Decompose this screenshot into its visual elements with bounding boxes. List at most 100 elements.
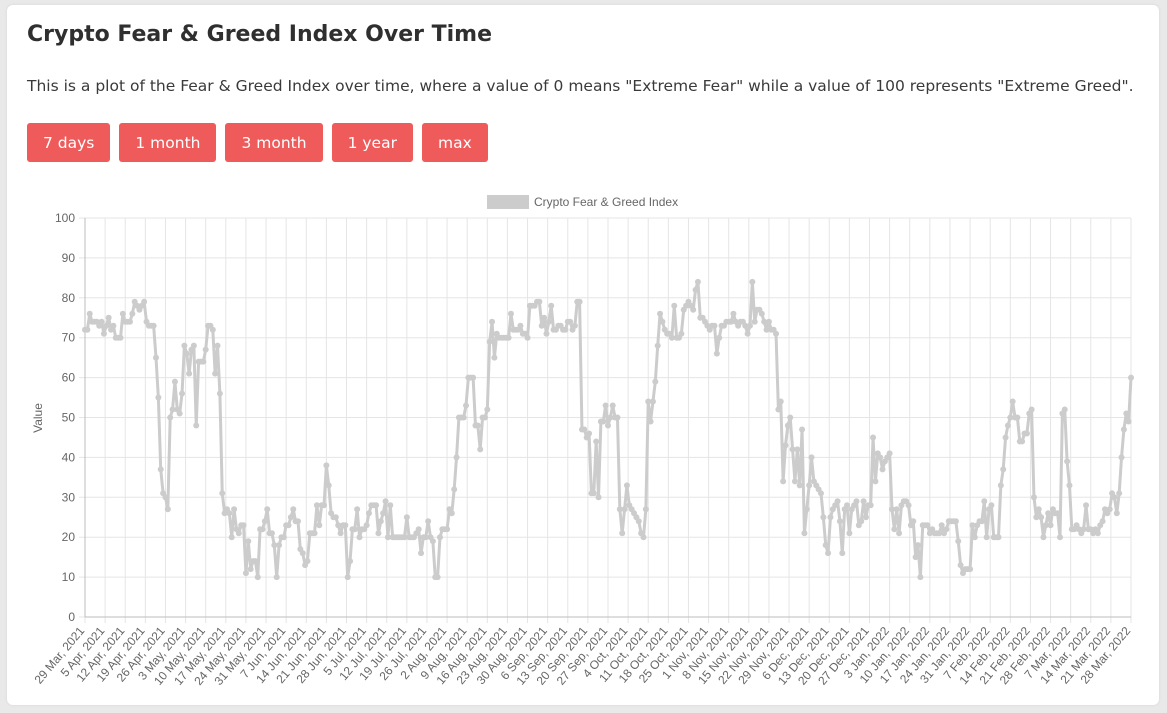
data-point[interactable] — [782, 442, 789, 449]
data-point[interactable] — [751, 318, 758, 325]
data-point[interactable] — [150, 322, 157, 329]
data-point[interactable] — [171, 378, 178, 385]
data-point[interactable] — [1118, 454, 1125, 461]
data-point[interactable] — [784, 422, 791, 429]
data-point[interactable] — [373, 502, 380, 509]
data-point[interactable] — [261, 518, 268, 525]
data-point[interactable] — [155, 394, 162, 401]
data-point[interactable] — [489, 318, 496, 325]
data-point[interactable] — [635, 518, 642, 525]
data-point[interactable] — [429, 538, 436, 545]
data-point[interactable] — [1125, 418, 1132, 425]
data-point[interactable] — [773, 330, 780, 337]
data-point[interactable] — [728, 318, 735, 325]
data-point[interactable] — [581, 426, 588, 433]
data-point[interactable] — [967, 566, 974, 573]
data-point[interactable] — [212, 370, 219, 377]
data-point[interactable] — [825, 550, 832, 557]
range-1-month-button[interactable]: 1 month — [119, 123, 217, 162]
data-point[interactable] — [285, 522, 292, 529]
data-point[interactable] — [995, 534, 1002, 541]
data-point[interactable] — [477, 446, 484, 453]
data-point[interactable] — [351, 526, 358, 533]
data-point[interactable] — [548, 302, 555, 309]
data-point[interactable] — [647, 418, 654, 425]
data-point[interactable] — [186, 370, 193, 377]
data-point[interactable] — [808, 454, 815, 461]
data-point[interactable] — [311, 530, 318, 537]
data-point[interactable] — [337, 530, 344, 537]
data-point[interactable] — [1045, 510, 1052, 517]
data-point[interactable] — [481, 414, 488, 421]
data-point[interactable] — [1009, 398, 1016, 405]
data-point[interactable] — [744, 330, 751, 337]
data-point[interactable] — [299, 550, 306, 557]
data-point[interactable] — [730, 310, 737, 317]
data-point[interactable] — [505, 334, 512, 341]
data-point[interactable] — [84, 326, 91, 333]
data-point[interactable] — [216, 390, 223, 397]
data-point[interactable] — [846, 530, 853, 537]
data-point[interactable] — [806, 482, 813, 489]
data-point[interactable] — [129, 310, 136, 317]
data-point[interactable] — [780, 478, 787, 485]
data-point[interactable] — [335, 522, 342, 529]
data-point[interactable] — [905, 502, 912, 509]
data-point[interactable] — [590, 490, 597, 497]
data-point[interactable] — [401, 534, 408, 541]
data-point[interactable] — [387, 502, 394, 509]
data-point[interactable] — [356, 534, 363, 541]
data-point[interactable] — [304, 558, 311, 565]
data-point[interactable] — [245, 538, 252, 545]
data-point[interactable] — [827, 514, 834, 521]
data-point[interactable] — [605, 422, 611, 429]
data-point[interactable] — [451, 486, 458, 493]
data-point[interactable] — [803, 506, 810, 513]
data-point[interactable] — [273, 574, 280, 581]
data-point[interactable] — [609, 402, 616, 409]
data-point[interactable] — [252, 558, 259, 565]
data-point[interactable] — [105, 314, 112, 321]
data-point[interactable] — [153, 354, 159, 361]
data-point[interactable] — [363, 522, 370, 529]
data-point[interactable] — [1064, 458, 1071, 465]
data-point[interactable] — [141, 298, 148, 305]
data-point[interactable] — [176, 410, 183, 417]
data-point[interactable] — [541, 314, 548, 321]
data-point[interactable] — [436, 534, 443, 541]
data-point[interactable] — [690, 306, 697, 313]
data-point[interactable] — [1094, 530, 1101, 537]
data-point[interactable] — [226, 510, 233, 517]
data-point[interactable] — [649, 398, 656, 405]
data-point[interactable] — [716, 334, 723, 341]
data-point[interactable] — [316, 522, 323, 529]
data-point[interactable] — [347, 558, 354, 565]
data-point[interactable] — [775, 406, 782, 413]
data-point[interactable] — [98, 318, 105, 325]
data-point[interactable] — [834, 498, 841, 505]
data-point[interactable] — [799, 426, 806, 433]
data-point[interactable] — [375, 530, 382, 537]
data-point[interactable] — [621, 506, 628, 513]
data-point[interactable] — [619, 530, 626, 537]
data-point[interactable] — [491, 354, 498, 361]
data-point[interactable] — [623, 482, 630, 489]
data-point[interactable] — [536, 298, 543, 305]
data-point[interactable] — [642, 506, 649, 513]
data-point[interactable] — [917, 574, 924, 581]
data-point[interactable] — [1128, 374, 1134, 381]
range-3-month-button[interactable]: 3 month — [225, 123, 323, 162]
data-point[interactable] — [692, 286, 699, 293]
data-point[interactable] — [668, 334, 675, 341]
data-point[interactable] — [562, 326, 569, 333]
data-point[interactable] — [100, 330, 107, 337]
data-point[interactable] — [382, 498, 389, 505]
data-point[interactable] — [231, 506, 238, 513]
data-point[interactable] — [671, 302, 678, 309]
data-point[interactable] — [891, 526, 898, 533]
data-point[interactable] — [418, 550, 425, 557]
data-point[interactable] — [896, 530, 903, 537]
data-point[interactable] — [1033, 514, 1040, 521]
data-point[interactable] — [765, 318, 772, 325]
data-point[interactable] — [763, 326, 770, 333]
